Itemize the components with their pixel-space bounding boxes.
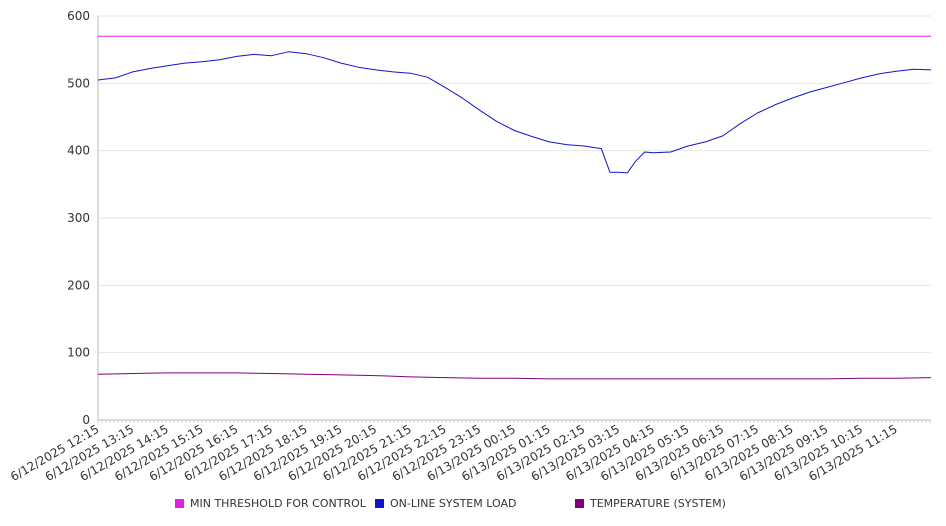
legend-swatch-system-load [375, 499, 384, 508]
y-tick-label: 500 [67, 76, 90, 90]
y-axis-ticks: 0 100 200 300 400 500 600 [67, 9, 90, 427]
series-line-temperature-system [97, 372, 932, 380]
grid-lines [98, 15, 931, 354]
series-lines [97, 35, 932, 380]
legend-label-temperature: TEMPERATURE (SYSTEM) [590, 497, 726, 510]
legend-item-temperature[interactable]: TEMPERATURE (SYSTEM) [575, 497, 726, 510]
chart-legend: MIN THRESHOLD FOR CONTROL ON-LINE SYSTEM… [0, 497, 946, 515]
y-tick-label: 200 [67, 278, 90, 292]
legend-label-system-load: ON-LINE SYSTEM LOAD [390, 497, 517, 510]
y-tick-label: 0 [82, 413, 90, 427]
legend-item-system-load[interactable]: ON-LINE SYSTEM LOAD [375, 497, 516, 510]
legend-swatch-temperature [575, 499, 584, 508]
legend-item-min-threshold[interactable]: MIN THRESHOLD FOR CONTROL [175, 497, 366, 510]
legend-swatch-min-threshold [175, 499, 184, 508]
axes [97, 16, 931, 423]
legend-label-min-threshold: MIN THRESHOLD FOR CONTROL [190, 497, 366, 510]
series-line-on-line-system-load [97, 51, 932, 174]
x-axis-ticks: 6/12/2025 12:156/12/2025 13:156/12/2025 … [8, 422, 900, 484]
y-tick-label: 100 [67, 346, 90, 360]
y-tick-label: 300 [67, 211, 90, 225]
y-tick-label: 400 [67, 144, 90, 158]
y-tick-label: 600 [67, 9, 90, 23]
